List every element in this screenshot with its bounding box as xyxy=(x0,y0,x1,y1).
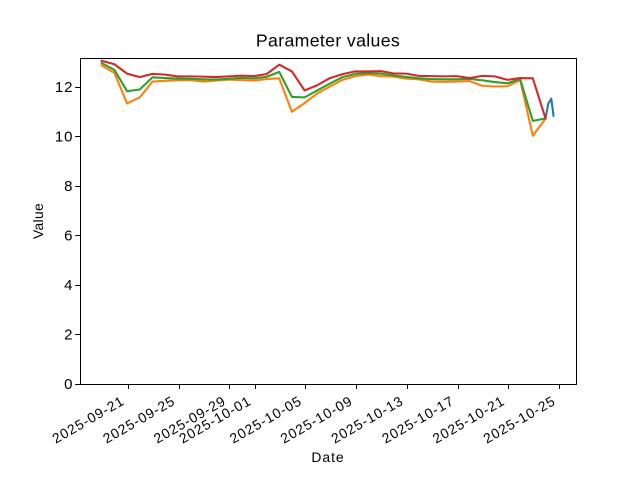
svg-text:2: 2 xyxy=(64,327,73,344)
svg-text:Date: Date xyxy=(311,449,344,465)
svg-text:12: 12 xyxy=(55,79,74,96)
svg-text:0: 0 xyxy=(64,376,73,393)
svg-text:8: 8 xyxy=(64,178,73,195)
svg-text:4: 4 xyxy=(64,277,73,294)
svg-text:Value: Value xyxy=(30,203,46,239)
svg-text:Parameter values: Parameter values xyxy=(256,30,400,50)
svg-text:10: 10 xyxy=(55,129,74,146)
svg-text:6: 6 xyxy=(64,228,73,245)
